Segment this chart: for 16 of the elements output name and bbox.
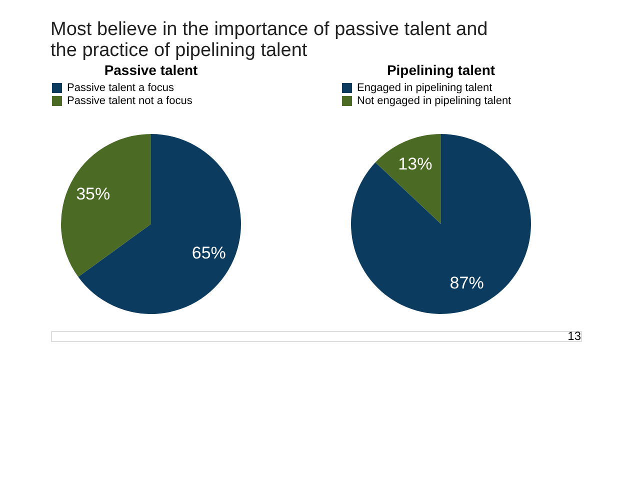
data-label: 87% [450,274,484,293]
legend-label: Engaged in pipelining talent [357,82,492,94]
text: 13 [568,329,582,343]
data-label: 35% [76,184,110,204]
legend-label: Passive talent not a focus [67,95,193,107]
text: Most believe in the importance of passive talent and the practice of pipelining talent [50,19,488,61]
pie-slice [61,134,151,277]
legend-label: Not engaged in pipelining talent [357,95,512,107]
pie-slice [351,134,531,314]
legend-label: Passive talent a focus [67,82,175,94]
chart-title: Passive talent [104,62,198,78]
chart-title: Pipelining talent [386,62,496,78]
data-label: 65% [192,244,226,263]
pie-slice [78,134,241,314]
pie-slice [375,134,441,224]
data-label: 13% [398,154,432,174]
